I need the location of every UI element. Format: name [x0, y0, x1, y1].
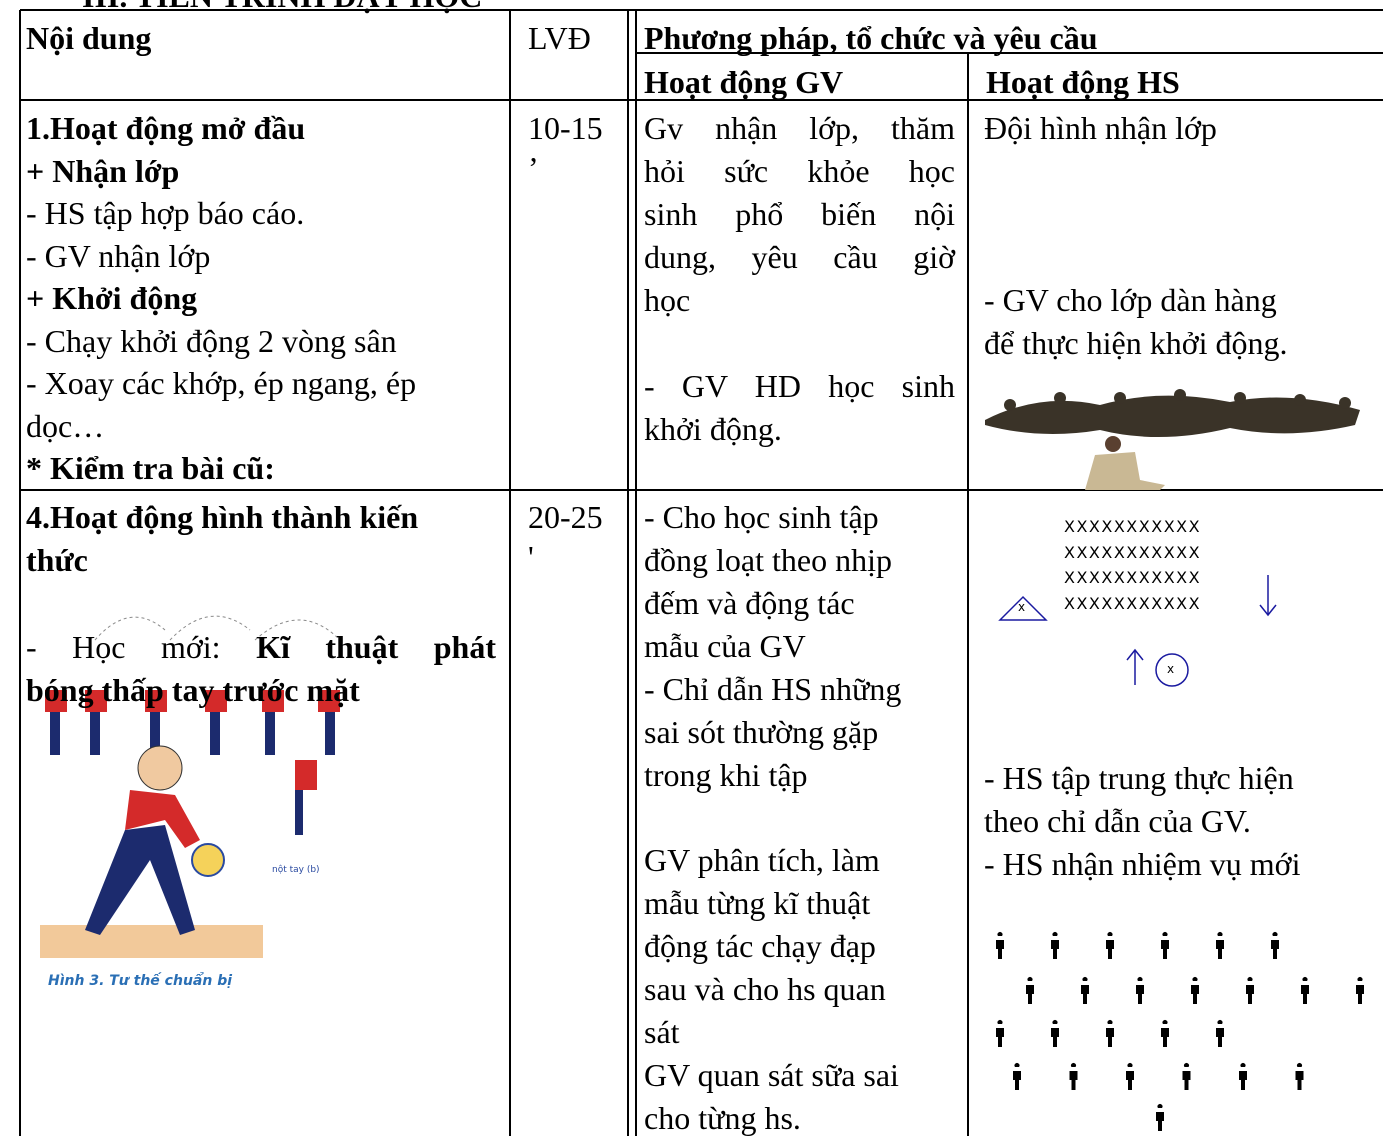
student-icon — [1182, 1063, 1191, 1090]
student-line: - HS tập trung thực hiện — [984, 760, 1294, 796]
coach-marker: x — [1167, 662, 1175, 676]
student-icon — [1051, 1020, 1059, 1047]
content-line: thức — [26, 542, 88, 578]
teacher-line: trong khi tập — [644, 757, 808, 793]
student-icon — [1081, 977, 1089, 1004]
student-icon — [1026, 977, 1034, 1004]
teacher-line: đồng loạt theo nhịp — [644, 542, 892, 578]
student-icon — [1106, 1020, 1114, 1047]
student-icon — [1301, 977, 1309, 1004]
student-icon — [1126, 1063, 1134, 1090]
content-line: 4.Hoạt động hình thành kiến — [26, 499, 419, 535]
student-line: theo chỉ dẫn của GV. — [984, 803, 1251, 839]
student-icon — [1216, 932, 1224, 959]
teacher-line: động tác chạy đạp — [644, 928, 876, 964]
teacher-line: sinh phổ biến nội — [644, 196, 955, 232]
teacher-line: GV quan sát sữa sai — [644, 1057, 899, 1093]
teacher-line: cho từng hs. — [644, 1100, 801, 1136]
student-icon — [1216, 1020, 1224, 1047]
formation-row: XXXXXXXXXXX — [1064, 542, 1202, 562]
teacher-line: mẫu của GV — [644, 628, 806, 664]
student-line: để thực hiện khởi động. — [984, 325, 1288, 361]
student-icon — [1069, 1063, 1078, 1090]
content-line: - HS tập hợp báo cáo. — [26, 195, 305, 231]
student-line: - GV cho lớp dàn hàng — [984, 282, 1277, 318]
teacher-line: hỏi sức khỏe học — [644, 153, 955, 189]
student-icon — [996, 1020, 1004, 1047]
teacher-line: dung, yêu cầu giờ — [644, 239, 955, 275]
lesson-text: Kĩ thuật phát — [256, 629, 496, 665]
teacher-line: - Chỉ dẫn HS những — [644, 671, 902, 707]
teacher-line: đếm và động tác — [644, 585, 855, 621]
student-icon — [1051, 932, 1059, 959]
teacher-line: khởi động. — [644, 411, 782, 447]
header-cell: Nội dung — [26, 20, 152, 56]
time-line: 10-15 — [528, 110, 603, 146]
student-icon — [1106, 932, 1114, 959]
teacher-line: - GV HD học sinh — [644, 368, 955, 404]
lesson-line: - Học mới: Kĩ thuật phát — [26, 627, 496, 667]
content-line: - Xoay các khớp, ép ngang, ép — [26, 365, 417, 401]
student-icon — [1156, 1104, 1164, 1131]
teacher-line: GV phân tích, làm — [644, 842, 880, 878]
student-icon — [1246, 977, 1254, 1004]
header-cell: LVĐ — [528, 20, 591, 56]
formation-marker: x — [1018, 600, 1026, 614]
time-line: ' — [528, 539, 534, 575]
content-line: - GV nhận lớp — [26, 237, 211, 274]
header-cell: Hoạt động HS — [986, 64, 1180, 100]
formation-row: XXXXXXXXXXX — [1064, 593, 1202, 613]
content-line: 1.Hoạt động mở đầu — [26, 110, 306, 146]
student-line: Đội hình nhận lớp — [984, 110, 1217, 146]
student-icon — [1161, 932, 1169, 959]
teacher-line: - Cho học sinh tập — [644, 499, 879, 535]
student-icon — [1295, 1063, 1304, 1090]
header-cell: Hoạt động GV — [644, 64, 844, 100]
student-icon — [996, 932, 1004, 959]
student-icon — [1271, 932, 1279, 959]
time-line: ’ — [528, 150, 539, 186]
teacher-line: sau và cho hs quan — [644, 971, 886, 1007]
student-icon — [1356, 977, 1364, 1004]
teacher-line: sát — [644, 1014, 680, 1050]
student-icon — [1161, 1020, 1169, 1047]
lesson-text: - Học mới: — [26, 629, 221, 665]
teacher-line: Gv nhận lớp, thăm — [644, 110, 955, 146]
teacher-line: mẫu từng kĩ thuật — [644, 885, 871, 921]
student-icon — [1013, 1063, 1021, 1090]
content-line: + Nhận lớp — [26, 152, 180, 189]
student-icon — [1191, 977, 1199, 1004]
figure-caption: Hình 3. Tư thế chuẩn bị — [48, 973, 233, 989]
lesson-line: bóng thấp tay trước mặt — [26, 672, 360, 708]
time-line: 20-25 — [528, 499, 603, 535]
figure-note: nột tay (b) — [272, 865, 320, 875]
content-line: + Khởi động — [26, 280, 198, 316]
section-title: III. TIẾN TRÌNH DẠY HỌC — [82, 0, 482, 16]
header-cell: Phương pháp, tổ chức và yêu cầu — [644, 20, 1098, 56]
formation-row: XXXXXXXXXXX — [1064, 517, 1202, 536]
content-line: * Kiểm tra bài cũ: — [26, 450, 275, 486]
teacher-line: sai sót thường gặp — [644, 714, 879, 750]
formation-row: XXXXXXXXXXX — [1064, 568, 1202, 587]
student-icon — [1239, 1063, 1247, 1090]
student-line: - HS nhận nhiệm vụ mới — [984, 846, 1301, 882]
content-line: dọc… — [26, 407, 105, 444]
content-line: - Chạy khởi động 2 vòng sân — [26, 322, 397, 359]
teacher-line: học — [644, 282, 691, 318]
student-icon — [1136, 977, 1144, 1004]
